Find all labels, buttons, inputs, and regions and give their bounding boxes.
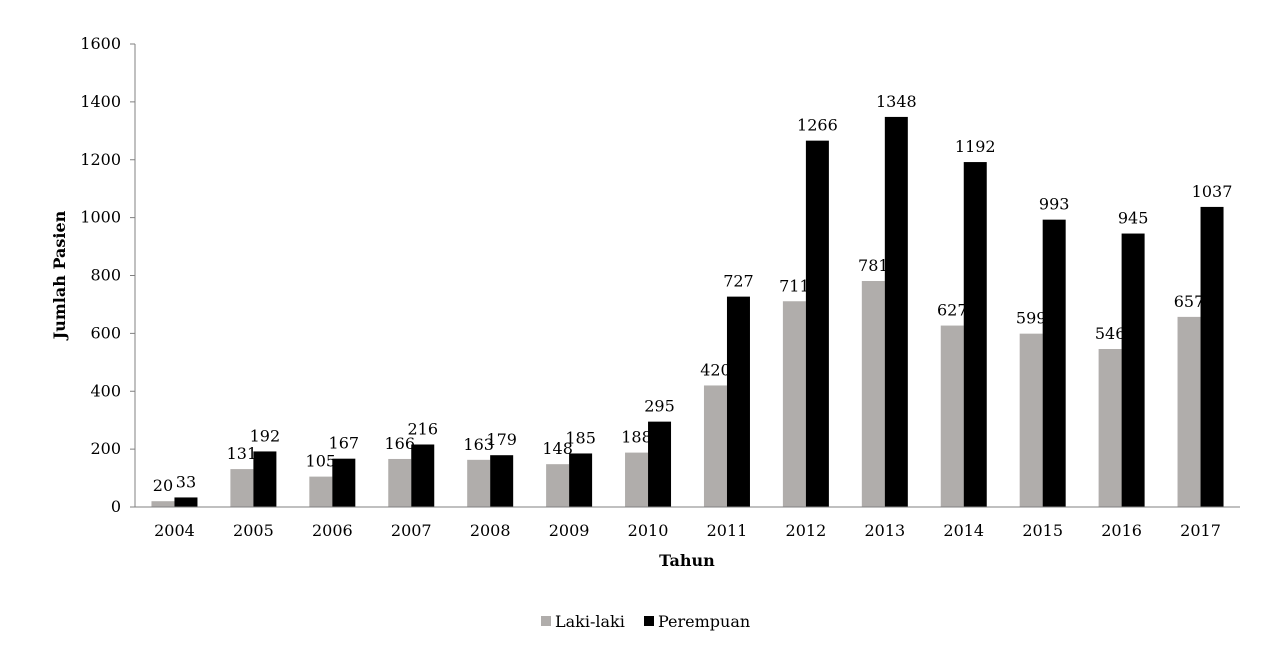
bar-laki-laki <box>309 476 333 507</box>
data-label-perempuan: 167 <box>329 434 360 453</box>
legend-label-laki-laki: Laki-laki <box>555 612 625 631</box>
data-label-laki-laki: 20 <box>153 476 173 495</box>
data-label-perempuan: 993 <box>1039 195 1070 214</box>
bar-perempuan <box>490 455 514 507</box>
bar-laki-laki <box>230 469 254 507</box>
x-tick-label: 2009 <box>549 521 590 540</box>
x-tick-label: 2010 <box>628 521 669 540</box>
data-label-perempuan: 727 <box>723 272 754 291</box>
data-label-perempuan: 192 <box>250 426 281 445</box>
data-label-laki-laki: 166 <box>384 434 415 453</box>
y-tick-label: 800 <box>90 266 121 285</box>
data-label-laki-laki: 657 <box>1174 292 1205 311</box>
data-label-laki-laki: 546 <box>1095 324 1126 343</box>
data-label-perempuan: 295 <box>644 397 675 416</box>
bar-perempuan <box>884 116 908 508</box>
x-tick-label: 2011 <box>707 521 748 540</box>
legend-swatch-laki-laki <box>541 616 551 626</box>
data-label-perempuan: 1037 <box>1192 182 1233 201</box>
x-tick-label: 2008 <box>470 521 511 540</box>
bar-laki-laki <box>1098 349 1122 507</box>
data-label-perempuan: 1192 <box>955 137 996 156</box>
bar-laki-laki <box>1019 333 1043 507</box>
bar-perempuan <box>805 140 829 507</box>
data-label-perempuan: 1266 <box>797 116 838 135</box>
data-label-perempuan: 179 <box>486 430 517 449</box>
data-label-perempuan: 33 <box>176 472 196 491</box>
bar-perempuan <box>963 162 987 507</box>
x-tick-label: 2016 <box>1101 521 1142 540</box>
x-tick-label: 2012 <box>786 521 827 540</box>
x-tick-label: 2004 <box>154 521 195 540</box>
data-label-laki-laki: 105 <box>306 452 337 471</box>
bar-laki-laki <box>861 280 885 507</box>
data-label-perempuan: 1348 <box>876 92 917 111</box>
x-tick-label: 2014 <box>943 521 984 540</box>
y-tick-label: 400 <box>90 381 121 400</box>
bar-perempuan <box>726 296 750 507</box>
y-tick-label: 600 <box>90 323 121 342</box>
x-tick-label: 2015 <box>1022 521 1063 540</box>
data-label-perempuan: 945 <box>1118 209 1149 228</box>
data-labels: 20 131 105 166 163 148 188 420 711 781 627 599 546 65… <box>153 92 1233 495</box>
bar-perempuan <box>253 451 277 507</box>
data-label-laki-laki: 781 <box>858 256 889 275</box>
x-axis-ticks: 2004 2005 2006 2007 2008 2009 2010 2011 2012 2013… <box>154 521 1221 540</box>
legend-swatch-perempuan <box>644 616 654 626</box>
data-label-laki-laki: 148 <box>542 439 573 458</box>
data-label-laki-laki: 131 <box>227 444 258 463</box>
y-axis-title: Jumlah Pasien <box>50 210 69 341</box>
y-tick-label: 200 <box>90 439 121 458</box>
data-label-perempuan: 216 <box>407 419 438 438</box>
x-tick-label: 2017 <box>1180 521 1221 540</box>
bar-perempuan <box>648 421 672 507</box>
data-label-perempuan: 185 <box>565 428 596 447</box>
bar-laki-laki <box>546 464 570 507</box>
data-label-laki-laki: 420 <box>700 360 731 379</box>
data-label-laki-laki: 188 <box>621 428 652 447</box>
y-axis-ticks: 0 200 400 600 800 1000 1200 1400 1600 <box>80 34 135 516</box>
bar-perempuan <box>174 497 198 507</box>
legend-label-perempuan: Perempuan <box>658 612 750 631</box>
bar-laki-laki <box>388 458 412 507</box>
bar-perempuan <box>1121 233 1145 507</box>
bar-laki-laki <box>1177 316 1201 507</box>
bar-laki-laki <box>940 325 964 507</box>
bar-laki-laki <box>782 301 806 507</box>
y-tick-label: 1600 <box>80 34 121 53</box>
bar-perempuan <box>332 458 356 507</box>
bar-laki-laki <box>625 452 649 507</box>
bar-laki-laki <box>703 385 727 507</box>
data-label-laki-laki: 627 <box>937 301 968 320</box>
bar-laki-laki <box>467 459 491 507</box>
y-tick-label: 1000 <box>80 208 121 227</box>
x-tick-label: 2013 <box>864 521 905 540</box>
y-tick-label: 1200 <box>80 150 121 169</box>
bar-perempuan <box>1042 219 1066 507</box>
data-label-laki-laki: 163 <box>463 435 494 454</box>
bar-perempuan <box>569 453 593 507</box>
bar-perempuan <box>1200 206 1224 507</box>
bar-laki-laki <box>151 501 175 507</box>
legend: Laki-laki Perempuan <box>541 612 750 631</box>
y-tick-label: 1400 <box>80 92 121 111</box>
x-tick-label: 2007 <box>391 521 432 540</box>
x-tick-label: 2005 <box>233 521 274 540</box>
y-tick-label: 0 <box>111 497 121 516</box>
data-label-laki-laki: 711 <box>779 276 810 295</box>
x-tick-label: 2006 <box>312 521 353 540</box>
bar-perempuan <box>411 444 435 507</box>
data-label-laki-laki: 599 <box>1016 309 1047 328</box>
bars <box>151 116 1224 508</box>
x-axis-title: Tahun <box>659 551 715 570</box>
